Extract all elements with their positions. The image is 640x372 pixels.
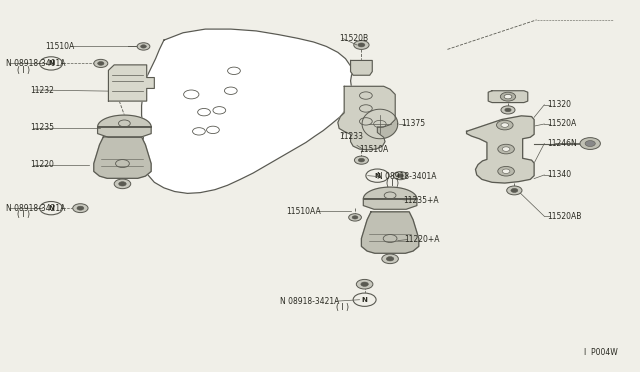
Circle shape (500, 92, 516, 101)
Text: 11220: 11220 (30, 160, 54, 169)
Polygon shape (141, 29, 352, 193)
Text: 11320: 11320 (547, 100, 571, 109)
Text: 11232: 11232 (30, 86, 54, 94)
Polygon shape (98, 115, 151, 137)
Circle shape (394, 171, 407, 180)
Text: ( I ): ( I ) (17, 65, 29, 74)
Text: 11510A: 11510A (45, 42, 75, 51)
Text: 11375: 11375 (401, 119, 426, 128)
Circle shape (498, 166, 515, 176)
Circle shape (358, 158, 365, 162)
Circle shape (356, 279, 373, 289)
Circle shape (77, 206, 84, 210)
Polygon shape (467, 116, 534, 183)
Circle shape (498, 144, 515, 154)
Text: N 08918-3401A: N 08918-3401A (6, 59, 66, 68)
Text: 11235: 11235 (30, 123, 54, 132)
Circle shape (119, 182, 126, 186)
Text: 11510AA: 11510AA (287, 206, 321, 216)
Circle shape (94, 60, 108, 67)
Text: 11510A: 11510A (360, 145, 388, 154)
Circle shape (40, 57, 63, 70)
Polygon shape (94, 137, 151, 178)
Circle shape (352, 216, 358, 219)
Circle shape (349, 214, 362, 221)
Text: N: N (48, 205, 54, 211)
Text: 11520AB: 11520AB (547, 212, 581, 221)
Circle shape (585, 141, 595, 147)
Text: 11520B: 11520B (339, 34, 368, 43)
Circle shape (501, 106, 515, 114)
Circle shape (137, 43, 150, 50)
Circle shape (141, 45, 147, 48)
Text: 11246N: 11246N (547, 139, 577, 148)
Circle shape (40, 202, 63, 215)
Circle shape (502, 147, 510, 151)
Text: N: N (48, 60, 54, 67)
Text: N 08918-3401A: N 08918-3401A (378, 172, 437, 181)
Polygon shape (108, 65, 154, 101)
Text: I  P004W: I P004W (584, 347, 618, 357)
Text: N: N (362, 297, 367, 303)
Polygon shape (364, 187, 417, 209)
Circle shape (397, 174, 403, 177)
Text: 11340: 11340 (547, 170, 571, 179)
Text: 11520A: 11520A (547, 119, 576, 128)
Circle shape (580, 138, 600, 150)
Text: N 08918-3421A: N 08918-3421A (6, 203, 66, 213)
Text: 11220+A: 11220+A (404, 235, 440, 244)
Circle shape (497, 120, 513, 130)
Circle shape (366, 169, 389, 182)
Polygon shape (338, 86, 395, 150)
Circle shape (354, 41, 369, 49)
Polygon shape (362, 212, 419, 253)
Circle shape (504, 94, 512, 99)
Text: N: N (374, 173, 380, 179)
Circle shape (358, 43, 365, 47)
Circle shape (355, 156, 369, 164)
Circle shape (502, 169, 510, 173)
Text: ( I ): ( I ) (387, 179, 399, 188)
Polygon shape (362, 109, 397, 139)
Text: 11233: 11233 (339, 132, 363, 141)
Text: 11235+A: 11235+A (403, 196, 438, 205)
Circle shape (73, 204, 88, 212)
Circle shape (507, 186, 522, 195)
Circle shape (361, 282, 369, 286)
Text: ( I ): ( I ) (336, 303, 349, 312)
Circle shape (98, 62, 104, 65)
Text: ( I ): ( I ) (17, 210, 29, 219)
Circle shape (114, 179, 131, 189)
Polygon shape (488, 91, 528, 103)
Circle shape (505, 108, 511, 112)
Circle shape (511, 189, 518, 192)
Circle shape (382, 254, 398, 264)
Polygon shape (351, 61, 372, 75)
Text: N 08918-3421A: N 08918-3421A (280, 297, 339, 306)
Circle shape (501, 123, 509, 127)
Circle shape (387, 257, 394, 261)
Circle shape (353, 293, 376, 307)
